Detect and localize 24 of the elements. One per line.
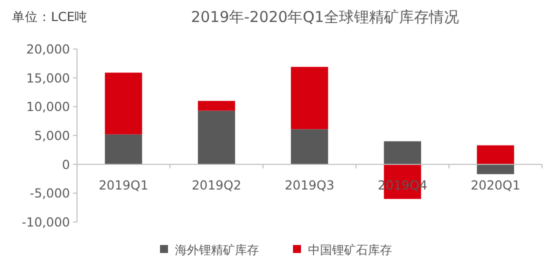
- y-tick-label: 15,000: [26, 70, 70, 86]
- x-tick-label: 2019Q2: [192, 177, 242, 192]
- bar: [290, 129, 328, 164]
- y-tick-label: -10,000: [22, 214, 70, 230]
- x-tick-label: 2019Q1: [98, 177, 148, 192]
- bar: [104, 72, 142, 134]
- bar: [198, 110, 236, 164]
- x-tick-label: 2020Q1: [470, 177, 520, 192]
- chart-title: 2019年-2020年Q1全球锂精矿库存情况: [190, 8, 460, 26]
- text: 单位：LCE吨: [12, 9, 88, 24]
- y-tick-label: 0: [62, 156, 70, 172]
- bar: [198, 100, 236, 111]
- y-tick-label: -5,000: [30, 186, 70, 201]
- bar: [476, 145, 514, 164]
- y-tick-label: 5,000: [34, 128, 70, 143]
- y-tick-label: 10,000: [26, 99, 70, 114]
- legend-label: 中国锂矿石库存: [308, 243, 392, 257]
- x-tick-label: 2019Q3: [284, 177, 334, 192]
- bar: [476, 164, 514, 174]
- legend-label: 海外锂精矿库存: [175, 243, 259, 257]
- y-tick-label: 20,000: [26, 42, 70, 56]
- bar: [290, 66, 328, 130]
- bar: [104, 134, 142, 164]
- bar: [384, 141, 422, 164]
